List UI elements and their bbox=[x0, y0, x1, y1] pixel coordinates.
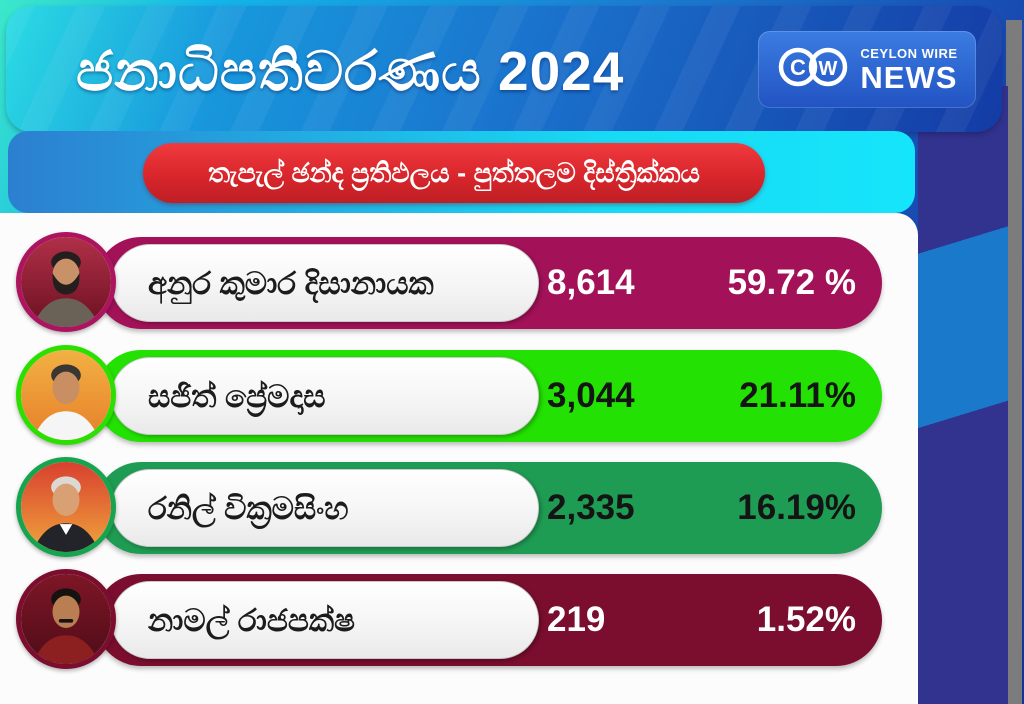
result-bar: රනිල් වික්‍රමසිංහ 2,335 16.19% bbox=[16, 457, 882, 557]
cw-logo-icon: C W bbox=[776, 41, 854, 98]
right-ribbon-decoration bbox=[918, 86, 1008, 704]
header-banner: ජනාධිපතිවරණය 2024 C W CEYLON WIRE NEWS bbox=[6, 6, 1002, 132]
right-shadow-strip bbox=[1006, 20, 1022, 704]
candidate-name: අනුර කුමාර දිසානායක bbox=[148, 266, 434, 301]
subtitle-band: තැපැල් ඡන්ද ප්‍රතිඵලය - පුත්තලම දිස්ත්‍ර… bbox=[8, 131, 915, 213]
candidate-photo-ring bbox=[16, 457, 116, 557]
vote-count: 8,614 bbox=[547, 263, 635, 302]
candidate-name: නාමල් රාජපක්ෂ bbox=[148, 603, 355, 638]
vote-count: 2,335 bbox=[547, 488, 635, 527]
vote-percentage: 21.11% bbox=[739, 376, 856, 415]
candidate-name-pill: සජිත් ප්‍රේමදාස bbox=[111, 357, 539, 435]
vote-percentage: 1.52% bbox=[756, 600, 856, 639]
svg-text:W: W bbox=[819, 58, 838, 80]
candidate-photo-ring bbox=[16, 569, 116, 669]
news-logo-text: CEYLON WIRE NEWS bbox=[860, 47, 957, 93]
news-logo: C W CEYLON WIRE NEWS bbox=[758, 31, 976, 108]
vote-percentage: 59.72 % bbox=[727, 263, 856, 302]
candidate-name-pill: අනුර කුමාර දිසානායක bbox=[111, 244, 539, 322]
candidate-photo-ring bbox=[16, 232, 116, 332]
vote-count: 219 bbox=[547, 600, 606, 639]
result-row: නාමල් රාජපක්ෂ 219 1.52% bbox=[0, 569, 918, 669]
logo-line1: CEYLON WIRE bbox=[860, 45, 958, 61]
candidate-name: රනිල් වික්‍රමසිංහ bbox=[148, 491, 349, 526]
svg-text:C: C bbox=[790, 55, 806, 80]
result-bar: අනුර කුමාර දිසානායක 8,614 59.72 % bbox=[16, 232, 882, 332]
logo-line2: NEWS bbox=[860, 59, 958, 95]
candidate-photo bbox=[21, 462, 111, 552]
result-bar: සජිත් ප්‍රේමදාස 3,044 21.11% bbox=[16, 345, 882, 445]
candidate-photo-ring bbox=[16, 345, 116, 445]
result-row: සජිත් ප්‍රේමදාස 3,044 21.11% bbox=[0, 345, 918, 445]
results-card: අනුර කුමාර දිසානායක 8,614 59.72 % සජිත් … bbox=[0, 213, 918, 704]
vote-count: 3,044 bbox=[547, 376, 635, 415]
subtitle-banner: තැපැල් ඡන්ද ප්‍රතිඵලය - පුත්තලම දිස්ත්‍ර… bbox=[143, 143, 765, 203]
candidate-photo bbox=[21, 574, 111, 664]
candidate-photo bbox=[21, 237, 111, 327]
result-row: අනුර කුමාර දිසානායක 8,614 59.72 % bbox=[0, 232, 918, 332]
candidate-name-pill: නාමල් රාජපක්ෂ bbox=[111, 581, 539, 659]
vote-percentage: 16.19% bbox=[737, 488, 856, 527]
candidate-photo bbox=[21, 350, 111, 440]
candidate-name-pill: රනිල් වික්‍රමසිංහ bbox=[111, 469, 539, 547]
result-row: රනිල් වික්‍රමසිංහ 2,335 16.19% bbox=[0, 457, 918, 557]
candidate-name: සජිත් ප්‍රේමදාස bbox=[148, 379, 326, 414]
page-title: ජනාධිපතිවරණය 2024 bbox=[76, 40, 625, 102]
result-bar: නාමල් රාජපක්ෂ 219 1.52% bbox=[16, 569, 882, 669]
